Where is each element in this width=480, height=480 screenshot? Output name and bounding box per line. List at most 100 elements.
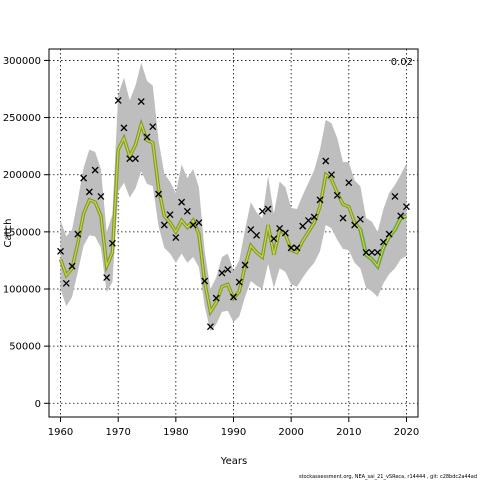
observed-point-stroke: [362, 248, 370, 256]
observed-point: [356, 215, 364, 223]
observed-point: [160, 221, 168, 229]
observed-point: [230, 293, 237, 301]
y-axis-title: Catch: [3, 219, 14, 248]
observed-point-stroke: [57, 247, 64, 255]
x-tick-label: 1970: [105, 427, 130, 438]
observed-point: [85, 188, 93, 196]
observed-point: [403, 203, 410, 211]
observed-point: [183, 207, 191, 215]
observed-point-stroke: [247, 226, 255, 234]
observed-point-stroke: [74, 230, 82, 238]
observed-point-stroke: [126, 155, 134, 163]
x-axis-title: Years: [220, 456, 247, 467]
observed-point-stroke: [189, 221, 197, 229]
observed-point: [258, 207, 266, 215]
observed-point: [114, 96, 122, 104]
observed-point: [299, 222, 307, 230]
observed-point: [80, 174, 88, 182]
observed-point-stroke: [310, 213, 318, 221]
observed-point: [362, 248, 370, 256]
observed-point-stroke: [218, 269, 226, 277]
observed-point: [62, 279, 70, 287]
observed-points-layer: [57, 96, 410, 331]
observed-point-stroke: [80, 174, 88, 182]
observed-point: [316, 196, 324, 204]
observed-point: [345, 179, 353, 187]
observed-point: [351, 221, 359, 229]
observed-point: [120, 124, 128, 132]
y-tick-label: 100000: [3, 285, 41, 296]
observed-point-stroke: [241, 261, 249, 269]
observed-point: [206, 323, 214, 331]
observed-point: [195, 219, 203, 227]
observed-point-stroke: [316, 196, 324, 204]
observed-point-stroke: [356, 215, 364, 223]
observed-point: [310, 213, 318, 221]
observed-point-stroke: [103, 274, 111, 282]
observed-point: [391, 192, 399, 200]
observed-point: [247, 226, 255, 234]
observed-point: [379, 238, 387, 246]
observed-point: [224, 266, 232, 274]
observed-point: [253, 231, 261, 239]
observed-point: [235, 278, 243, 286]
y-axis: 0 50000 100000 150000 200000 250000 300000: [3, 56, 49, 410]
observed-point-stroke: [172, 234, 180, 242]
x-tick-label: 2020: [394, 427, 419, 438]
observed-point-stroke: [270, 235, 278, 243]
observed-point-stroke: [224, 266, 232, 274]
confidence-band: [60, 62, 407, 332]
observed-point: [103, 274, 111, 282]
observed-point: [189, 221, 197, 229]
observed-point: [264, 205, 272, 213]
y-tick-label: 0: [35, 399, 41, 410]
observed-point: [91, 166, 99, 174]
observed-point-stroke: [97, 192, 105, 200]
observed-point-stroke: [403, 203, 410, 211]
observed-point-stroke: [108, 239, 116, 247]
footer-text: stockassessment.org, NEA_sai_21_vSReca, …: [299, 474, 477, 480]
observed-point: [241, 261, 249, 269]
observed-point-stroke: [166, 211, 174, 219]
x-tick-label: 2010: [336, 427, 361, 438]
observed-point: [108, 239, 116, 247]
observed-point-stroke: [137, 98, 145, 106]
observed-point: [218, 269, 226, 277]
observed-point: [281, 229, 289, 237]
observed-point: [374, 248, 382, 256]
observed-point: [166, 211, 174, 219]
observed-point-stroke: [397, 212, 405, 220]
observed-point-stroke: [143, 133, 151, 141]
observed-point-stroke: [287, 244, 295, 252]
observed-point-stroke: [114, 96, 122, 104]
y-tick-label: 300000: [3, 56, 41, 67]
observed-point-stroke: [91, 166, 99, 174]
observed-point: [385, 230, 393, 238]
estimate-line-core: [59, 122, 407, 314]
x-axis: 1960 1970 1980 1990 2000 2010 2020: [48, 417, 419, 438]
observed-point-stroke: [230, 293, 237, 301]
y-tick-label: 150000: [3, 227, 41, 238]
observed-point: [212, 294, 220, 302]
confidence-band-layer: [60, 62, 407, 332]
observed-point-stroke: [345, 179, 353, 187]
observed-point-stroke: [201, 277, 209, 285]
observed-point-stroke: [253, 231, 261, 239]
observed-point: [201, 277, 209, 285]
x-tick-label: 1960: [48, 427, 73, 438]
observed-point: [126, 155, 134, 163]
observed-point-stroke: [351, 221, 359, 229]
observed-point: [333, 191, 341, 199]
observed-point: [132, 155, 139, 163]
observed-point: [322, 157, 330, 165]
observed-point-stroke: [195, 219, 203, 227]
observed-point: [328, 171, 335, 179]
observed-point: [57, 247, 64, 255]
observed-point-stroke: [328, 171, 335, 179]
observed-point: [270, 235, 278, 243]
observed-point-stroke: [120, 124, 128, 132]
observed-point: [68, 262, 76, 270]
observed-point-stroke: [258, 207, 266, 215]
observed-point-stroke: [212, 294, 220, 302]
